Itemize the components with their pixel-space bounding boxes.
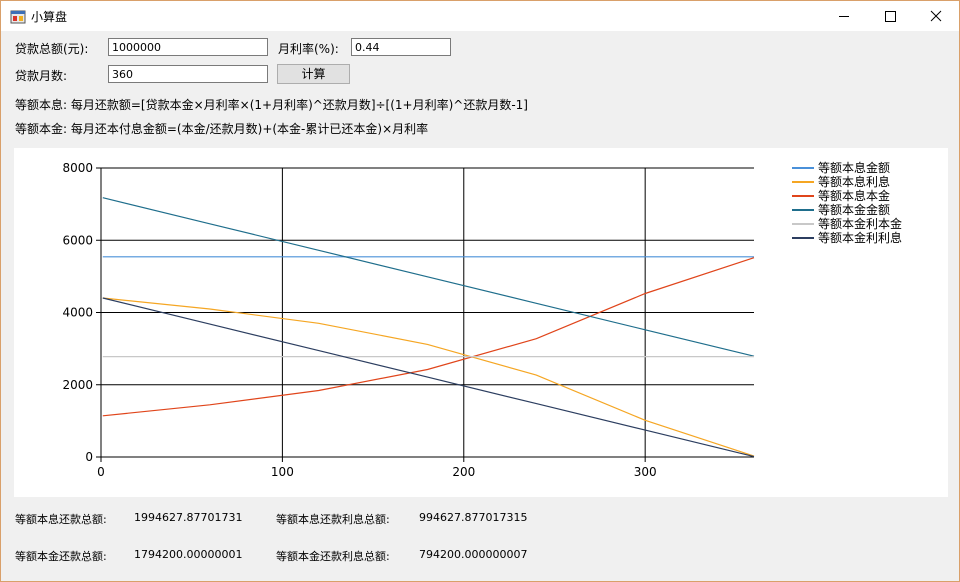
series-line <box>102 257 755 417</box>
equal-principal-total-label: 等额本金还款总额: <box>15 550 107 563</box>
y-tick-label: 2000 <box>62 378 93 392</box>
loan-total-label: 贷款总额(元): <box>15 42 89 56</box>
equal-principal-formula: 等额本金: 每月还本付息金额=(本金/还款月数)+(本金-累计已还本金)×月利率 <box>15 122 429 136</box>
maximize-button[interactable] <box>867 1 913 31</box>
loan-total-input[interactable] <box>108 38 268 56</box>
chart-panel: 0 2000 4000 6000 8000 0 100 200 300 等额本息金额 等额本息利息等… <box>14 148 948 497</box>
legend-label: 等额本金利本金 <box>818 216 902 231</box>
x-tick-label: 300 <box>634 465 657 479</box>
app-window-icon <box>10 10 26 24</box>
calculate-button[interactable]: 计算 <box>277 64 350 84</box>
legend-label: 等额本息金额 <box>818 160 890 175</box>
legend-label: 等额本金金额 <box>818 202 890 217</box>
equal-installment-formula: 等额本息: 每月还款额=[贷款本金×月利率×(1+月利率)^还款月数]÷[(1+… <box>15 98 528 112</box>
y-tick-label: 0 <box>85 450 93 464</box>
equal-installment-total-label: 等额本息还款总额: <box>15 513 107 526</box>
equal-installment-total-value: 1994627.87701731 <box>134 511 243 524</box>
legend-label: 等额本息本金 <box>818 188 890 203</box>
x-tick-label: 100 <box>271 465 294 479</box>
legend-label: 等额本金利利息 <box>818 230 902 245</box>
months-input[interactable] <box>108 65 268 83</box>
y-tick-label: 8000 <box>62 161 93 175</box>
series-line <box>102 197 755 357</box>
close-button[interactable] <box>913 1 959 31</box>
maximize-icon <box>885 11 896 22</box>
y-tick-label: 4000 <box>62 306 93 320</box>
equal-installment-interest-label: 等额本息还款利息总额: <box>276 513 390 526</box>
y-tick-label: 6000 <box>62 233 93 247</box>
equal-principal-interest-value: 794200.000000007 <box>419 548 528 561</box>
window-title: 小算盘 <box>31 10 68 24</box>
close-icon <box>930 10 942 22</box>
months-label: 贷款月数: <box>15 69 68 83</box>
equal-principal-total-value: 1794200.00000001 <box>134 548 243 561</box>
x-tick-label: 200 <box>452 465 475 479</box>
series-line <box>102 297 755 458</box>
equal-principal-interest-label: 等额本金还款利息总额: <box>276 550 390 563</box>
legend-label: 等额本息利息 <box>818 174 890 189</box>
equal-installment-interest-value: 994627.877017315 <box>419 511 528 524</box>
monthly-rate-label: 月利率(%): <box>278 42 339 56</box>
repayment-chart: 0 2000 4000 6000 8000 0 100 200 300 等额本息金额等额本息利息等… <box>62 160 902 479</box>
x-tick-label: 0 <box>97 465 105 479</box>
minimize-icon <box>839 16 849 17</box>
title-bar[interactable]: 小算盘 <box>1 1 959 31</box>
minimize-button[interactable] <box>821 1 867 31</box>
series-line <box>102 297 755 457</box>
monthly-rate-input[interactable] <box>351 38 451 56</box>
